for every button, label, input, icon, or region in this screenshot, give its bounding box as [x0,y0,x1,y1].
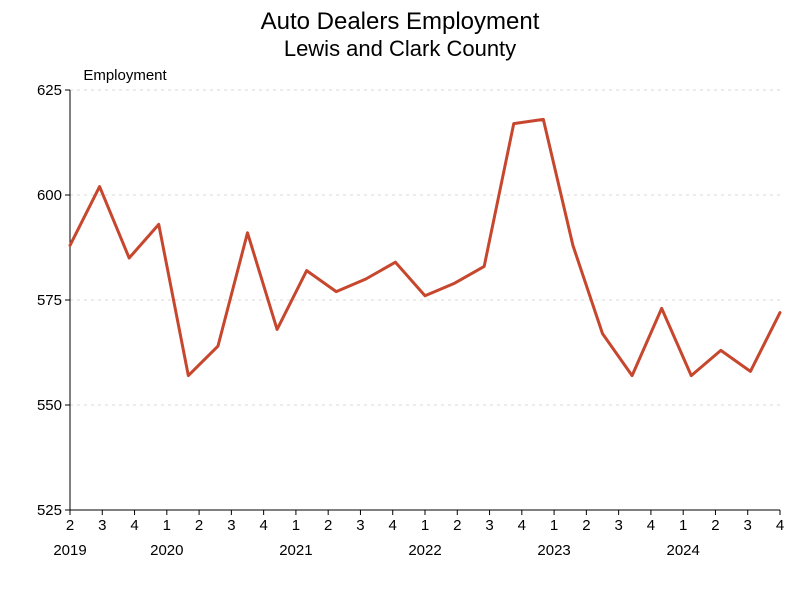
x-tick-quarter-label: 2 [66,517,74,534]
y-tick-label: 550 [37,397,62,414]
y-axis-label: Employment [83,67,167,84]
x-tick-quarter-label: 4 [130,517,138,534]
x-tick-quarter-label: 3 [227,517,235,534]
y-tick-label: 600 [37,187,62,204]
x-tick-quarter-label: 2 [582,517,590,534]
x-tick-quarter-label: 2 [711,517,719,534]
x-tick-quarter-label: 1 [679,517,687,534]
x-tick-year-label: 2020 [150,542,183,559]
x-tick-quarter-label: 2 [324,517,332,534]
x-tick-quarter-label: 2 [195,517,203,534]
x-tick-quarter-label: 4 [647,517,655,534]
chart-svg: 525 550 575 600 625 2 2019 3 4 1 2020 2 3 4 1 2021 2 3 4 1 2… [0,0,800,600]
x-tick-quarter-label: 4 [776,517,784,534]
x-tick-quarter-label: 4 [259,517,267,534]
y-tick-label: 525 [37,502,62,519]
x-tick-quarter-label: 1 [550,517,558,534]
x-tick-year-label: 2023 [537,542,570,559]
x-tick-quarter-label: 4 [518,517,526,534]
x-tick-quarter-label: 1 [163,517,171,534]
x-tick-quarter-label: 1 [292,517,300,534]
x-tick-quarter-label: 2 [453,517,461,534]
x-tick-quarter-label: 1 [421,517,429,534]
x-tick-quarter-label: 3 [485,517,493,534]
x-tick-quarter-label: 3 [98,517,106,534]
x-tick-quarter-label: 3 [356,517,364,534]
x-tick-year-label: 2019 [53,542,86,559]
x-tick-quarter-label: 4 [389,517,397,534]
x-tick-quarter-label: 3 [744,517,752,534]
x-tick-year-label: 2024 [666,542,699,559]
data-line [70,119,780,375]
chart-container: Auto Dealers Employment Lewis and Clark … [0,0,800,600]
x-tick-year-label: 2021 [279,542,312,559]
x-tick-quarter-label: 3 [614,517,622,534]
y-tick-label: 575 [37,292,62,309]
x-tick-year-label: 2022 [408,542,441,559]
y-tick-label: 625 [37,82,62,99]
